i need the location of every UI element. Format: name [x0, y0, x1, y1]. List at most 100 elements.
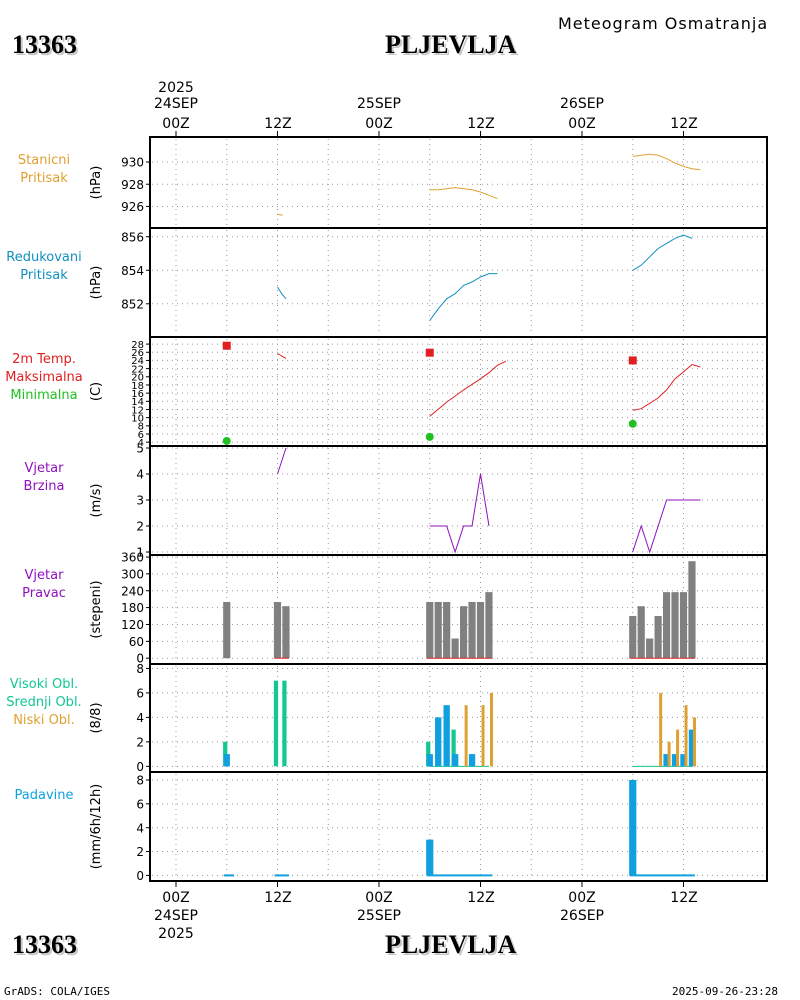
dir-bar-9 [476, 601, 485, 659]
panel-p6: 0 2 4 6 8 (8/8) Visoki Obl. Srednji Obl. Niski O… [6, 662, 768, 774]
cloud-bar-1-2 [435, 717, 442, 767]
param-label-p1-1: Pritisak [20, 171, 68, 186]
ytick-label-p3-14: 14 [131, 397, 144, 408]
param-label-p2-1: Pritisak [20, 268, 68, 283]
ylabel-p6: (8/8) [89, 702, 104, 733]
ytick-label-p7-0: 0 [136, 869, 144, 883]
bottom-date-24sep: 24SEP [154, 908, 198, 924]
cloud-bar-1-7 [671, 754, 679, 767]
cloud-bar-2-4 [667, 741, 671, 767]
ytick-label-p7-2: 2 [136, 845, 144, 859]
series-line-p3-0-1 [429, 360, 507, 417]
panel-frame-p2 [149, 227, 768, 338]
station-id-bottom: 13363 [12, 930, 77, 959]
cloud-bar-1-5 [468, 754, 476, 767]
param-label-p5-1: Pravac [22, 586, 66, 601]
cloud-bar-0-1 [273, 680, 279, 767]
dir-bar-12 [637, 606, 645, 659]
station-name-top: PLJEVLJA [385, 30, 517, 59]
param-label-p6-2: Niski Obl. [13, 713, 75, 728]
top-date-24sep: 24SEP [154, 96, 198, 112]
series-line-p3-0-2 [632, 363, 701, 411]
param-label-p4-1: Brzina [24, 479, 65, 494]
top-date-25sep: 25SEP [357, 96, 401, 112]
ytick-label-p5-120: 120 [121, 618, 144, 632]
panel-p7: 0 2 4 6 8 (mm/6h/12h) Padavine [15, 771, 768, 883]
ytick-label-p5-240: 240 [121, 584, 144, 598]
ytick-label-p3-6: 6 [138, 430, 144, 441]
ytick-label-p7-8: 8 [136, 774, 144, 788]
ytick-label-p4-1: 1 [136, 546, 144, 560]
cloud-bar-1-9 [688, 729, 696, 767]
cloud-bar-1-0 [223, 754, 230, 767]
ytick-label-p3-22: 22 [131, 364, 144, 375]
top-hour-00z-1: 00Z [162, 116, 189, 132]
ytick-label-p4-5: 5 [136, 442, 144, 456]
ytick-label-p4-4: 4 [136, 468, 144, 482]
tmax-marker-0 [222, 341, 231, 350]
panel-frame-p3 [149, 336, 768, 447]
precip-bar-0 [426, 839, 434, 876]
ytick-label-p1-930: 930 [121, 156, 144, 170]
bottom-year-label: 2025 [158, 926, 194, 942]
panel-p1: 926 928 930 (hPa) Stanicni Pritisak [18, 136, 768, 229]
cloud-bar-1-3 [443, 705, 450, 767]
panel-frame-p1 [149, 136, 768, 229]
station-name-bottom: PLJEVLJA [385, 930, 517, 959]
dir-bar-17 [679, 592, 688, 659]
param-label-p7-0: Padavine [15, 788, 74, 803]
ytick-label-p6-6: 6 [136, 686, 144, 700]
param-label-p5-0: Vjetar [25, 568, 65, 583]
dir-bar-11 [629, 616, 637, 659]
dir-bar-13 [646, 638, 654, 659]
ytick-label-p2-854: 854 [121, 264, 144, 278]
param-label-p2-0: Redukovani [6, 250, 81, 265]
tmin-marker-2 [628, 419, 637, 428]
ytick-label-p6-2: 2 [136, 735, 144, 749]
series-line-p4-0-0 [277, 447, 287, 475]
dir-bar-3 [426, 601, 434, 659]
cloud-bar-2-6 [684, 705, 688, 767]
bottom-hour-12z-3: 12Z [670, 890, 697, 906]
panel-p2: 852 854 856 (hPa) Redukovani Pritisak [6, 227, 768, 338]
top-hour-12z-3: 12Z [670, 116, 697, 132]
cloud-bar-1-6 [663, 754, 670, 767]
series-line-p3-0-0 [277, 353, 287, 359]
ytick-label-p1-928: 928 [121, 178, 144, 192]
cloud-bar-1-8 [680, 754, 687, 767]
top-time-axis: 2025 24SEP 25SEP 26SEP 00Z 12Z 00Z 12Z 0… [154, 80, 698, 132]
ytick-label-p6-8: 8 [136, 662, 144, 676]
ytick-label-p6-4: 4 [136, 711, 144, 725]
ylabel-p1: (hPa) [89, 166, 104, 200]
param-label-p6-1: Srednji Obl. [6, 695, 81, 710]
ytick-label-p3-12: 12 [131, 405, 144, 416]
ylabel-p2: (hPa) [89, 266, 104, 300]
series-line-p2-0-2 [632, 234, 693, 271]
tmax-marker-1 [425, 348, 434, 357]
ytick-label-p5-0: 0 [136, 652, 144, 666]
tmin-marker-0 [222, 436, 231, 445]
top-hour-12z-1: 12Z [264, 116, 291, 132]
cloud-bar-0-2 [282, 680, 287, 767]
top-hour-12z-2: 12Z [467, 116, 494, 132]
series-line-p1-0-2 [632, 153, 701, 171]
cloud-bar-2-1 [481, 705, 485, 767]
dir-bar-1 [273, 601, 282, 659]
dir-bar-7 [459, 606, 468, 659]
tmin-marker-1 [425, 432, 434, 441]
param-label-p1-0: Stanicni [18, 153, 70, 168]
ytick-label-p1-926: 926 [121, 200, 144, 214]
ytick-label-p3-18: 18 [131, 381, 144, 392]
ylabel-p4: (m/s) [89, 484, 104, 518]
dir-bar-0 [223, 601, 231, 659]
ytick-label-p6-0: 0 [136, 760, 144, 774]
footer-credit: GrADS: COLA/IGES [4, 985, 110, 998]
dir-bar-14 [654, 616, 662, 659]
ytick-label-p2-852: 852 [121, 297, 144, 311]
cloud-bar-0-4 [451, 729, 456, 767]
dir-bar-10 [485, 592, 493, 659]
ytick-label-p3-16: 16 [131, 389, 144, 400]
top-hour-00z-3: 00Z [568, 116, 595, 132]
